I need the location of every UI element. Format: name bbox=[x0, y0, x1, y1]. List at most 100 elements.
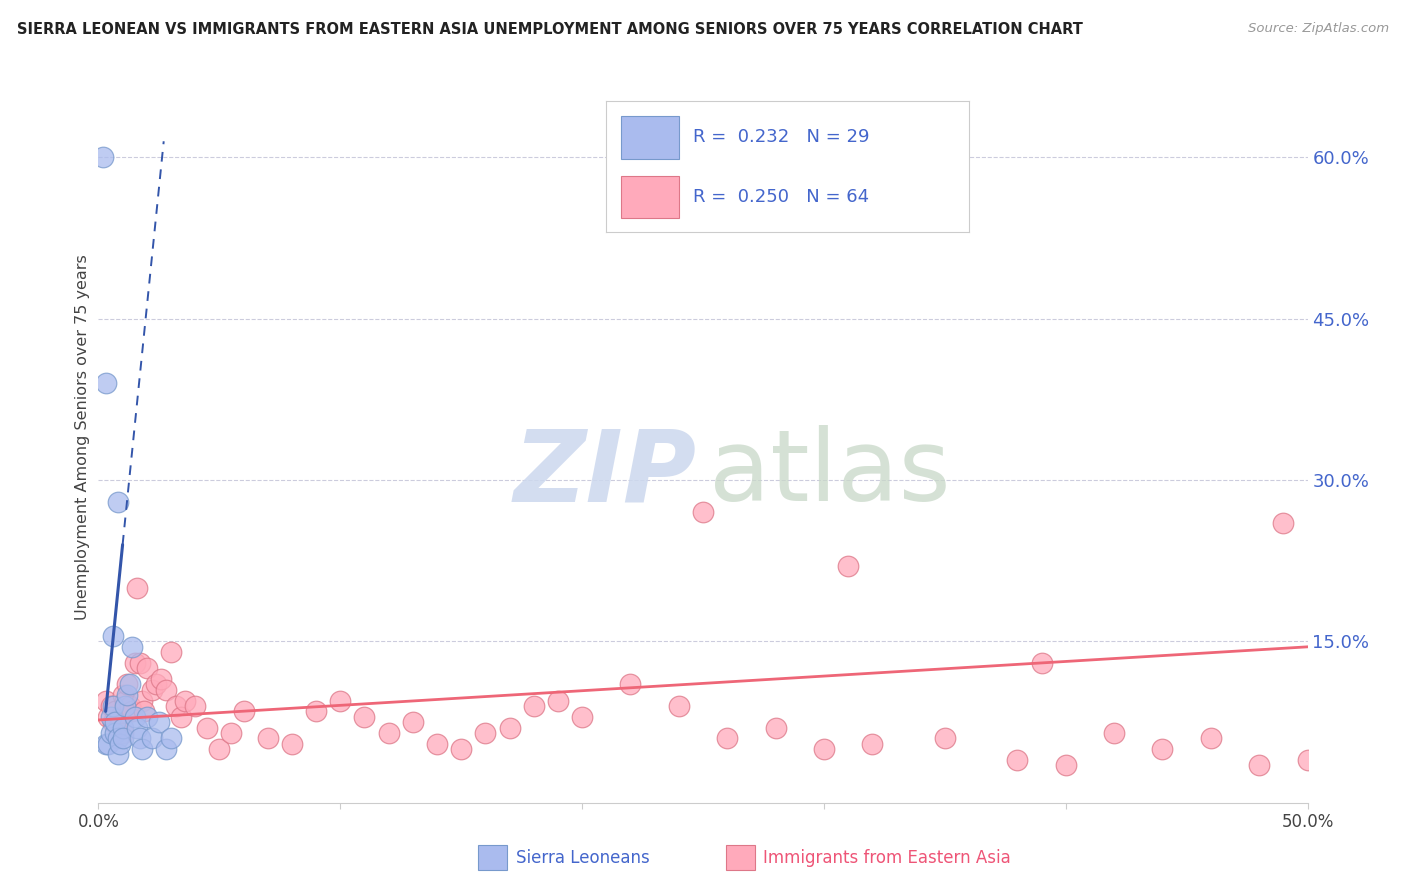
Point bbox=[837, 559, 859, 574]
Point bbox=[155, 682, 177, 697]
Point bbox=[111, 688, 134, 702]
Point bbox=[1007, 753, 1029, 767]
Point bbox=[135, 710, 157, 724]
Point bbox=[148, 715, 170, 730]
Point bbox=[668, 698, 690, 713]
Point bbox=[150, 672, 173, 686]
Text: SIERRA LEONEAN VS IMMIGRANTS FROM EASTERN ASIA UNEMPLOYMENT AMONG SENIORS OVER 7: SIERRA LEONEAN VS IMMIGRANTS FROM EASTER… bbox=[17, 22, 1083, 37]
Point bbox=[165, 698, 187, 713]
Point bbox=[1272, 516, 1295, 530]
Point bbox=[145, 677, 167, 691]
Point bbox=[117, 677, 139, 691]
FancyBboxPatch shape bbox=[478, 846, 508, 870]
Point bbox=[1054, 758, 1077, 772]
Point bbox=[117, 688, 139, 702]
Point bbox=[111, 731, 134, 746]
Point bbox=[860, 737, 883, 751]
Text: ZIP: ZIP bbox=[515, 425, 697, 522]
Point bbox=[281, 737, 304, 751]
Point bbox=[329, 693, 352, 707]
FancyBboxPatch shape bbox=[725, 846, 755, 870]
Point bbox=[716, 731, 738, 746]
Point bbox=[100, 726, 122, 740]
Point bbox=[100, 710, 122, 724]
Point bbox=[474, 726, 496, 740]
Point bbox=[94, 693, 117, 707]
Point bbox=[221, 726, 243, 740]
Point bbox=[107, 721, 129, 735]
Point bbox=[127, 721, 149, 735]
Point bbox=[1152, 742, 1174, 756]
Point bbox=[571, 710, 593, 724]
Point bbox=[305, 705, 328, 719]
Point bbox=[141, 731, 163, 746]
Point bbox=[107, 494, 129, 508]
Point bbox=[108, 710, 131, 724]
Point bbox=[114, 698, 136, 713]
Point bbox=[107, 747, 129, 762]
Point bbox=[498, 721, 520, 735]
Point bbox=[1296, 753, 1319, 767]
Point bbox=[547, 693, 569, 707]
Point bbox=[101, 698, 124, 713]
Point bbox=[208, 742, 231, 756]
Point bbox=[97, 710, 120, 724]
Point bbox=[108, 737, 131, 751]
Point bbox=[934, 731, 956, 746]
Point bbox=[111, 726, 134, 740]
Point bbox=[101, 629, 124, 643]
Point bbox=[128, 656, 150, 670]
Point bbox=[256, 731, 278, 746]
Point bbox=[765, 721, 787, 735]
Point bbox=[94, 737, 117, 751]
Point bbox=[450, 742, 472, 756]
Point bbox=[127, 581, 149, 595]
Point bbox=[101, 715, 124, 730]
Point bbox=[160, 731, 183, 746]
Text: Source: ZipAtlas.com: Source: ZipAtlas.com bbox=[1249, 22, 1389, 36]
Point bbox=[124, 656, 146, 670]
Text: atlas: atlas bbox=[709, 425, 950, 522]
Point bbox=[131, 742, 153, 756]
Point bbox=[155, 742, 177, 756]
Point bbox=[1102, 726, 1125, 740]
Point bbox=[174, 693, 197, 707]
Point bbox=[813, 742, 835, 756]
Text: Immigrants from Eastern Asia: Immigrants from Eastern Asia bbox=[763, 848, 1011, 867]
Point bbox=[121, 705, 143, 719]
Point bbox=[111, 721, 134, 735]
Point bbox=[104, 705, 127, 719]
Point bbox=[353, 710, 375, 724]
Text: Sierra Leoneans: Sierra Leoneans bbox=[516, 848, 650, 867]
Point bbox=[619, 677, 641, 691]
Point bbox=[121, 640, 143, 654]
Point bbox=[1249, 758, 1271, 772]
Point bbox=[118, 698, 141, 713]
Point bbox=[134, 705, 156, 719]
Point bbox=[107, 731, 129, 746]
Y-axis label: Unemployment Among Seniors over 75 years: Unemployment Among Seniors over 75 years bbox=[75, 254, 90, 620]
Point bbox=[124, 710, 146, 724]
Point bbox=[114, 693, 136, 707]
Point bbox=[523, 698, 546, 713]
Point bbox=[232, 705, 254, 719]
Point bbox=[91, 150, 114, 164]
Point bbox=[128, 731, 150, 746]
Point bbox=[135, 661, 157, 675]
Point bbox=[1199, 731, 1222, 746]
Point bbox=[118, 677, 141, 691]
Point bbox=[100, 698, 122, 713]
Point bbox=[692, 505, 714, 519]
Point bbox=[141, 682, 163, 697]
Point bbox=[426, 737, 449, 751]
Point bbox=[94, 376, 117, 391]
Point bbox=[195, 721, 218, 735]
Point bbox=[1031, 656, 1053, 670]
Point bbox=[169, 710, 191, 724]
Point bbox=[160, 645, 183, 659]
Point bbox=[184, 698, 207, 713]
Point bbox=[104, 726, 127, 740]
Point bbox=[131, 693, 153, 707]
Point bbox=[97, 737, 120, 751]
Point bbox=[377, 726, 399, 740]
